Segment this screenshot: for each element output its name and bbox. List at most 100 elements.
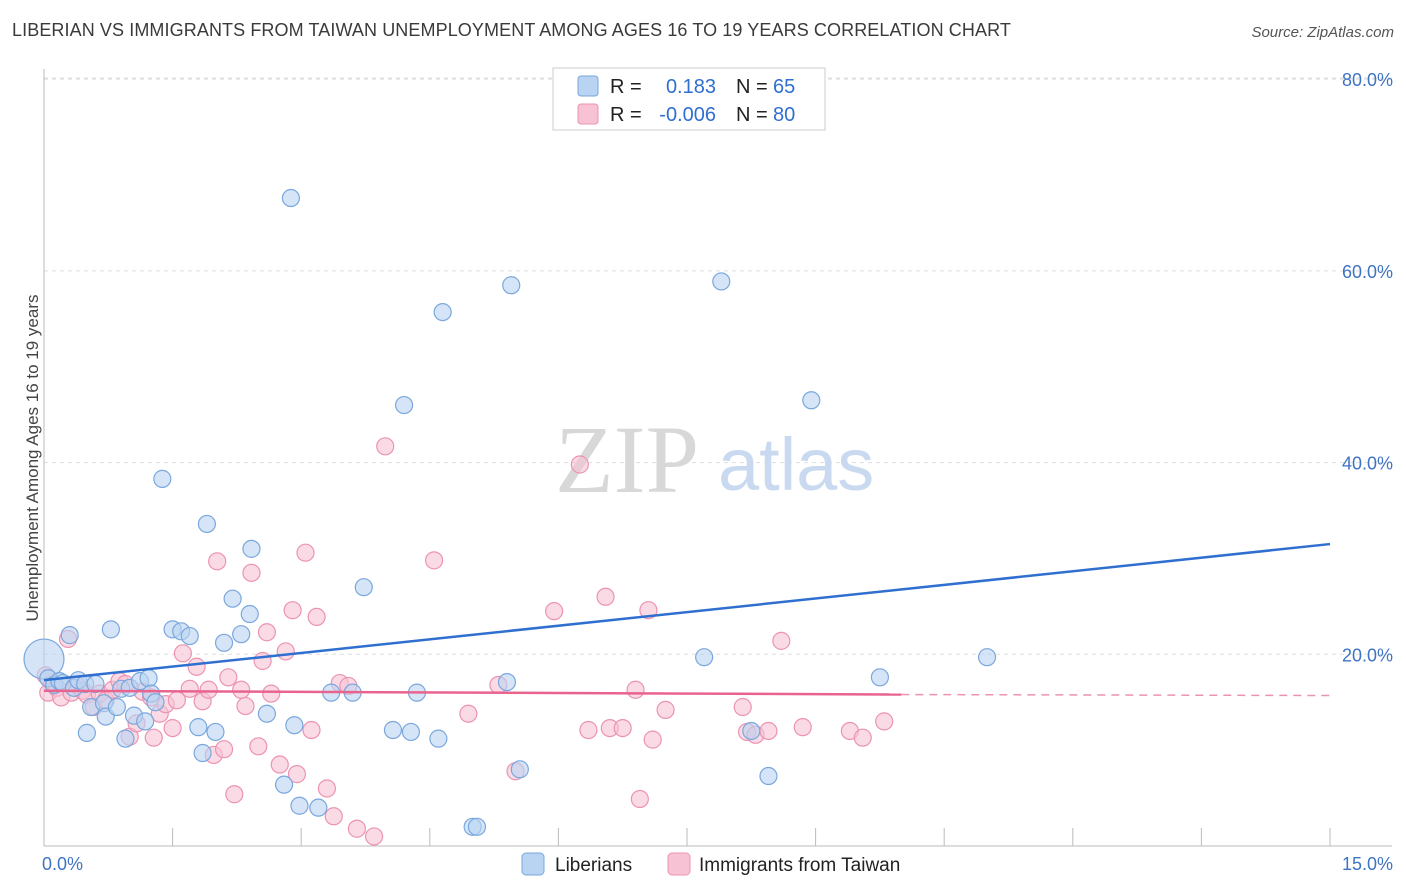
liberians-point [153,469,172,488]
taiwan-point [643,730,662,749]
liberians-point [401,722,421,742]
liberians-point [497,672,517,692]
legend-n-value-2: 80 [773,104,795,126]
stats-legend: R = 0.183 N = 65 R = -0.006 N = 80 [552,67,826,131]
liberians-point [136,712,155,731]
taiwan-point [253,651,272,671]
liberians-point [116,729,135,748]
taiwan-point [875,712,894,731]
taiwan-point [144,728,163,747]
source-credit: Source: ZipAtlas.com [1251,24,1394,41]
liberians-point [242,539,261,558]
liberians-point [712,272,731,291]
taiwan-point [287,765,307,784]
liberians-point [189,718,208,737]
taiwan-point [424,551,444,570]
liberians-point [60,626,79,645]
series-legend: Liberians Immigrants from Taiwan [521,852,900,876]
taiwan-point [376,437,395,456]
taiwan-point [302,720,321,740]
liberians-point [206,722,225,742]
taiwan-point [364,827,384,846]
liberians-point [197,514,216,534]
taiwan-point [276,642,295,661]
liberians-point [139,669,158,688]
taiwan-point [317,779,337,798]
legend-n-label-1: N = [736,76,768,98]
liberians-point [977,648,997,667]
taiwan-point [283,601,302,620]
taiwan-point [232,680,251,699]
legend-swatch-taiwan [577,103,599,125]
series-liberians-points [23,188,997,836]
series-legend-label-liberians: Liberians [555,855,632,876]
x-tick-label-max: 15.0% [1342,854,1393,874]
liberians-point [383,720,403,740]
legend-n-value-1: 65 [773,76,795,98]
liberians-point [309,798,328,817]
taiwan-point [225,785,244,804]
x-tick-marks [172,828,1331,846]
y-tick-label-20: 20.0% [1342,645,1393,665]
legend-r-value-1: 0.183 [666,76,716,98]
taiwan-point [249,737,268,756]
liberians-point [257,704,277,723]
legend-swatch-liberians [577,75,599,97]
liberians-point [107,697,126,717]
liberians-point [281,188,301,208]
taiwan-point [257,623,277,642]
liberians-point [870,668,890,687]
liberians-point [274,775,294,794]
taiwan-point [759,721,778,741]
taiwan-point [639,601,658,620]
liberians-point [240,604,259,624]
taiwan-point [579,720,598,740]
taiwan-point [570,455,589,474]
liberians-point [354,578,373,597]
taiwan-point [163,718,182,738]
trend-line-liberians [43,542,1331,682]
liberians-point [285,716,304,735]
taiwan-point [626,680,645,699]
liberians-point [502,276,521,295]
taiwan-point [613,718,632,738]
taiwan-point [307,607,326,627]
taiwan-point [214,740,234,759]
taiwan-point [236,696,255,716]
liberians-point [467,817,487,836]
trend-line-taiwan-extension [901,693,1331,697]
liberians-point [695,648,714,667]
taiwan-point [270,755,289,774]
legend-n-label-2: N = [736,104,768,126]
liberians-point [223,589,242,608]
taiwan-point [630,789,649,809]
liberians-point [759,766,778,786]
liberians-point [433,302,452,322]
taiwan-point [242,563,261,582]
legend-r-label-1: R = [610,76,642,98]
chart-title: LIBERIAN VS IMMIGRANTS FROM TAIWAN UNEMP… [12,20,1011,40]
taiwan-point [187,657,206,676]
liberians-point [180,626,199,646]
taiwan-point [180,679,199,698]
watermark: ZIP atlas [555,406,874,513]
liberians-point [394,395,414,415]
trend-line-taiwan [43,689,902,696]
y-tick-label-40: 40.0% [1342,454,1393,474]
legend-r-value-2: -0.006 [659,104,716,126]
taiwan-point [545,602,564,621]
y-tick-label-80: 80.0% [1342,70,1393,90]
taiwan-point [324,807,343,826]
liberians-point [429,729,448,748]
taiwan-point [853,728,872,747]
taiwan-point [596,587,615,606]
taiwan-point [262,684,281,703]
series-legend-swatch-liberians [521,852,545,876]
y-axis-label: Unemployment Among Ages 16 to 19 years [23,295,42,622]
liberians-point [146,693,165,712]
watermark-atlas: atlas [718,423,874,506]
taiwan-point [656,700,675,719]
liberians-point [510,760,529,779]
y-tick-labels: 20.0% 40.0% 60.0% 80.0% [1342,70,1393,665]
